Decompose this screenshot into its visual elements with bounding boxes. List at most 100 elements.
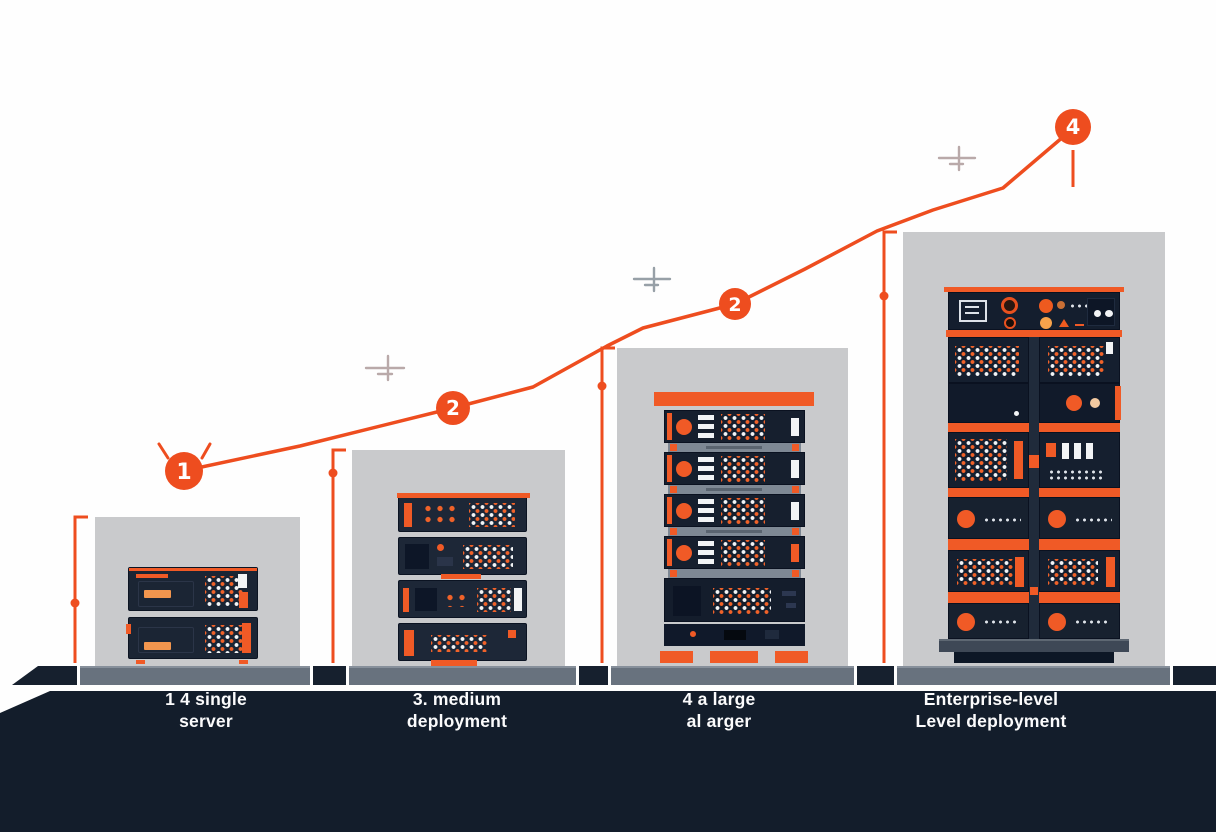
stage-label-line2: al arger — [686, 710, 752, 731]
rail-lug — [670, 486, 677, 493]
led-dot — [1014, 411, 1019, 416]
accent-strip — [667, 539, 672, 566]
slat — [698, 457, 714, 462]
marker-number-3: 2 — [728, 294, 741, 316]
stage-label-2: 3. medium deployment — [407, 689, 507, 732]
rail-lug — [792, 570, 799, 577]
led-grid — [469, 503, 515, 527]
foot — [136, 660, 145, 664]
rack-feet — [660, 651, 808, 663]
led-grid — [205, 576, 243, 606]
led-panel — [1039, 550, 1120, 592]
accent-band — [948, 539, 1029, 550]
gauge-icon — [1001, 297, 1018, 314]
bracket-4 — [882, 230, 897, 663]
stage-label-line2: deployment — [406, 710, 508, 731]
stage-label-4: Enterprise-level Level deployment — [915, 689, 1066, 732]
rack-rail — [668, 443, 801, 452]
rail-lug — [670, 570, 677, 577]
slat — [698, 550, 714, 555]
rack-rail — [668, 527, 801, 536]
accent-strip — [404, 503, 412, 527]
slat — [698, 466, 714, 471]
led-grid — [1074, 517, 1112, 524]
led-panel — [948, 432, 1029, 488]
port-chip — [1074, 443, 1081, 459]
vent-panel — [405, 544, 429, 569]
platform-3 — [611, 666, 854, 685]
rail-lug — [792, 486, 799, 493]
led-grid — [444, 592, 471, 607]
plus-mark — [632, 266, 672, 293]
ground — [0, 691, 1216, 832]
drive-bay — [138, 627, 194, 653]
marker-spark-icon — [157, 442, 212, 460]
server-unit — [948, 603, 1029, 639]
port-chip — [514, 588, 522, 611]
marker-number-2: 2 — [446, 396, 460, 420]
cabinet-column — [1039, 337, 1121, 639]
accent-tab — [126, 624, 131, 634]
blank-panel — [948, 383, 1029, 423]
slat — [698, 499, 714, 504]
led-grid — [983, 517, 1021, 524]
led-dot — [1094, 310, 1101, 317]
slat — [698, 559, 714, 564]
plus-mark — [937, 145, 977, 172]
slat — [698, 541, 714, 546]
server-unit — [398, 537, 527, 579]
power-knob — [676, 503, 692, 519]
led-grid — [477, 588, 511, 612]
server-unit — [126, 617, 258, 659]
accent-strip — [403, 588, 409, 612]
feet-gap — [758, 651, 775, 663]
accent-chip — [1115, 386, 1121, 420]
server-unit — [1039, 497, 1120, 539]
slat — [698, 508, 714, 513]
server-icon-line — [965, 312, 979, 314]
vent-panel — [673, 586, 701, 616]
cabinet-feet — [954, 652, 1114, 663]
accent-strip — [667, 455, 672, 482]
server-unit — [397, 493, 530, 532]
led-grid — [721, 540, 765, 566]
slat — [698, 424, 714, 429]
status-dot — [1039, 299, 1053, 313]
power-knob — [957, 613, 975, 631]
bracket-dot — [328, 468, 338, 478]
marker-circle-1 — [165, 452, 203, 490]
led-dot — [508, 630, 516, 638]
server-icon-line — [965, 306, 979, 308]
led-panel — [948, 550, 1029, 592]
bracket-2 — [331, 448, 346, 663]
marker-number-1: 1 — [176, 460, 191, 485]
gauge-icon — [1004, 317, 1016, 329]
stage-label-line2: Level deployment — [915, 710, 1067, 731]
stage-label-line1: 1 4 single — [165, 689, 247, 709]
led-grid — [721, 414, 765, 440]
led-grid — [721, 456, 765, 482]
switch-unit — [664, 578, 805, 622]
led-grid — [983, 619, 1019, 626]
status-dot — [1040, 317, 1052, 329]
slat — [698, 415, 714, 420]
rail-lug — [792, 444, 799, 451]
port-chip — [791, 460, 799, 478]
port-chip — [765, 630, 779, 639]
server-illustration-single — [126, 567, 258, 664]
cabinet-base — [939, 639, 1129, 652]
plus-mark — [364, 354, 406, 382]
power-knob — [676, 419, 692, 435]
led-grid — [1048, 559, 1098, 585]
server-illustration-enterprise — [939, 287, 1129, 663]
server-icon — [959, 300, 987, 322]
led-panel — [1039, 432, 1120, 488]
handle — [144, 642, 171, 650]
bracket-dot — [70, 598, 80, 608]
slat — [698, 517, 714, 522]
rack-rail — [668, 485, 801, 494]
power-knob — [676, 461, 692, 477]
accent-band — [948, 488, 1029, 497]
bracket-dot — [597, 381, 607, 391]
power-knob — [676, 545, 692, 561]
